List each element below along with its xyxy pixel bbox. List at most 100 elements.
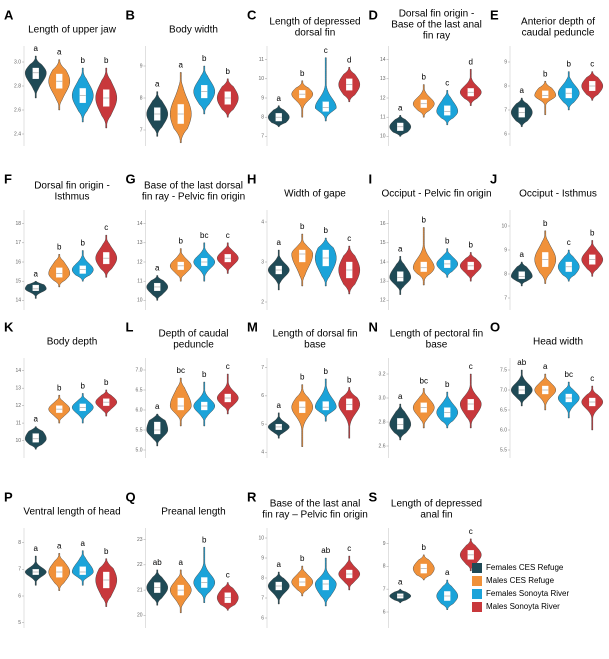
panel-title: Dorsal fin origin - [34,181,110,192]
sig-letter: b [590,229,595,238]
y-tick-label: 7 [261,595,264,601]
y-tick-label: 12 [380,298,386,304]
y-tick-label: 15 [15,279,21,285]
box [177,397,184,411]
y-tick-label: 2.6 [379,443,386,449]
y-tick-label: 6.0 [136,407,143,413]
y-tick-label: 14 [15,298,21,304]
panel-label: H [247,171,256,186]
panel-title: base [426,340,448,351]
sig-letter: b [543,219,548,228]
y-tick-label: 3.0 [379,395,386,401]
sig-letter: c [226,231,230,240]
y-tick-label: 5.5 [136,427,143,433]
panel-title: fin ray - Pelvic fin origin [142,192,245,203]
sig-letter: c [347,544,351,553]
legend-swatch [472,589,482,599]
sig-letter: c [590,60,594,69]
y-tick-label: 6 [383,609,386,615]
violin [291,80,314,118]
y-tick-label: 7 [18,567,21,573]
box [444,105,451,116]
sig-letter: c [347,234,351,243]
sig-letter: b [347,376,352,385]
y-tick-label: 2.8 [379,419,386,425]
violin [315,57,337,122]
legend-label: Females CES Refuge [486,563,564,572]
y-tick-label: 2.4 [14,131,21,137]
y-tick-label: 10 [15,438,21,444]
sig-letter: b [567,60,572,69]
sig-letter: b [445,237,450,246]
sig-letter: a [81,539,86,548]
y-tick-label: 10 [258,535,264,541]
box [420,261,427,272]
box [32,67,39,79]
y-tick-label: 7 [140,127,143,133]
sig-letter: a [155,80,160,89]
y-tick-label: 10 [501,223,507,229]
y-tick-label: 2 [261,299,264,305]
y-tick-label: 7 [504,107,507,113]
sig-letter: c [104,223,108,232]
y-tick-label: 11 [16,420,21,426]
y-tick-label: 22 [137,562,143,568]
sig-letter: c [226,571,230,580]
panel-title: Base of the last anal [270,499,361,510]
y-tick-label: 4 [261,219,264,225]
sig-letter: a [398,244,403,253]
panel-label: L [126,319,134,334]
sig-letter: b [104,378,109,387]
y-tick-label: 5 [261,421,264,427]
y-tick-label: 9 [504,247,507,253]
sig-letter: bc [200,231,208,240]
sig-letter: b [422,543,427,552]
y-tick-label: 12 [380,95,386,101]
panel-title: Base of the last dorsal [144,181,243,192]
y-tick-label: 9 [383,541,386,547]
sig-letter: b [104,547,109,556]
panel-label: J [490,171,497,186]
sig-letter: a [155,402,160,411]
panel-title: caudal peduncle [522,28,595,39]
y-tick-label: 16 [380,221,386,227]
violin [459,69,482,106]
y-tick-label: 14 [380,259,386,265]
sig-letter: a [155,264,160,273]
legend-swatch [472,602,482,612]
violin [581,385,604,431]
panel-title: Head width [533,337,583,348]
y-tick-label: 14 [380,57,386,63]
panel-label: M [247,319,258,334]
y-tick-label: 7.0 [500,387,507,393]
sig-letter: b [300,222,305,231]
sig-letter: a [179,61,184,70]
y-tick-label: 3 [261,259,264,265]
sig-letter: a [34,415,39,424]
panel-label: D [369,7,378,22]
box [154,421,161,435]
panel-label: R [247,489,257,504]
sig-letter: b [202,54,207,63]
y-tick-label: 11 [259,57,264,63]
sig-letter: ab [153,558,162,567]
y-tick-label: 8 [383,564,386,570]
y-tick-label: 9 [140,63,143,69]
panel-label: B [126,7,135,22]
sig-letter: a [277,401,282,410]
box [322,401,329,411]
panel-title: Occiput - Isthmus [519,189,597,200]
sig-letter: b [445,380,450,389]
y-tick-label: 6.0 [500,427,507,433]
y-tick-label: 18 [15,221,21,227]
sig-letter: a [520,250,525,259]
legend-label: Females Sonoyta River [486,589,569,598]
sig-letter: c [226,362,230,371]
sig-letter: a [398,577,403,586]
sig-letter: b [324,226,329,235]
y-tick-label: 9 [261,95,264,101]
sig-letter: bc [420,377,428,386]
y-tick-label: 8 [261,575,264,581]
y-tick-label: 9 [261,555,264,561]
